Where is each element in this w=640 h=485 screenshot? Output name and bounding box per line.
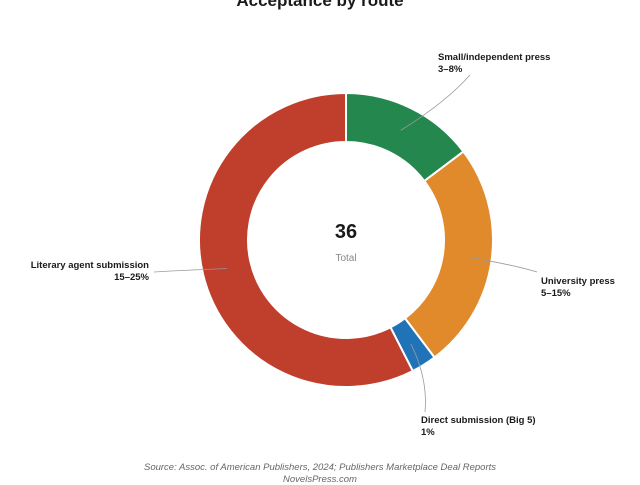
slice-range-direct-submission-big-5: 1% [421,427,435,438]
donut-slice-literary-agent-submission[interactable] [198,91,415,388]
leader-line-small-independent-press [400,74,471,131]
slice-range-literary-agent-submission: 15–25% [114,272,149,283]
slice-label-small-independent-press: Small/independent press [438,52,550,63]
slice-label-university-press: University press [541,276,615,287]
slice-range-university-press: 5–15% [541,288,571,299]
leader-line-literary-agent-submission [153,268,227,273]
slice-label-direct-submission-big-5: Direct submission (Big 5) [421,415,536,426]
leader-line-university-press [467,256,538,273]
slice-range-small-independent-press: 3–8% [438,64,463,75]
center-total-label: Total [335,253,356,264]
center-total-value: 36 [335,221,357,243]
leader-line-direct-submission-big-5 [410,343,426,413]
donut-slice-university-press[interactable] [403,150,494,359]
source-note: Source: Assoc. of American Publishers, 2… [143,462,496,473]
slice-label-literary-agent-submission: Literary agent submission [31,260,149,271]
chart-title: Acceptance by route [236,0,404,10]
